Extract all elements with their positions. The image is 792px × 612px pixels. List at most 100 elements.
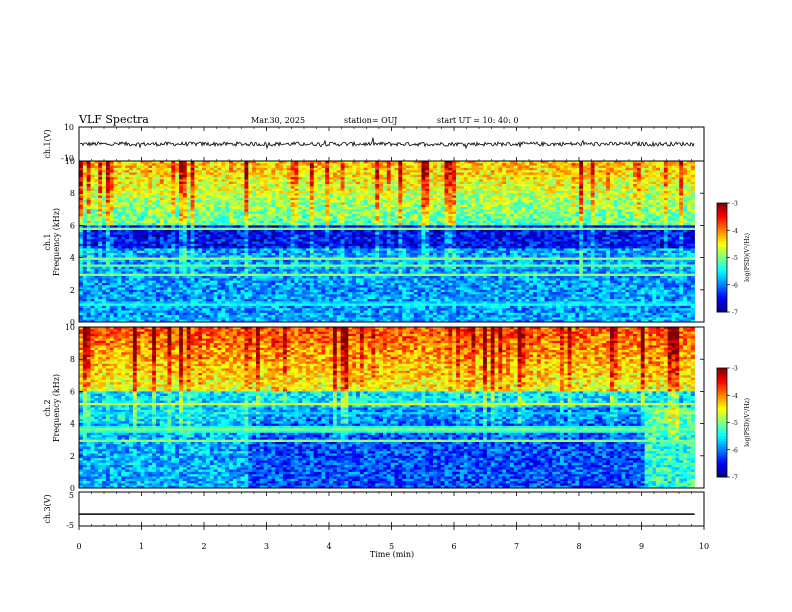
spectrogram-cell [298,223,302,226]
spectrogram-cell [321,214,325,217]
spectrogram-cell [214,225,218,228]
spectrogram-cell [460,173,464,176]
spectrogram-cell [652,179,656,182]
spectrogram-cell [152,230,156,233]
spectrogram-cell [425,212,429,215]
spectrogram-cell [229,189,233,192]
spectrogram-cell [379,191,383,194]
spectrogram-cell [221,225,225,228]
spectrogram-cell [283,205,287,208]
spectrogram-cell [518,186,522,189]
spectrogram-cell [83,193,87,196]
spectrogram-cell [241,200,245,203]
ch1-waveform-trace [80,138,694,149]
spectrogram-cell [629,173,633,176]
spectrogram-cell [179,209,183,212]
spectrogram-cell [237,177,241,180]
spectrogram-cell [321,168,325,171]
spectrogram-cell [121,219,125,222]
spectrogram-cell [433,207,437,210]
spectrogram-cell [229,205,233,208]
spectrogram-cell [533,223,537,226]
spectrogram-cell [125,166,129,169]
spectrogram-cell [83,212,87,215]
spectrogram-cell [233,166,237,169]
spectrogram-cell [137,198,141,201]
spectrogram-cell [625,191,629,194]
spectrogram-cell [668,225,672,228]
spectrogram-cell [383,230,387,233]
spectrogram-cell [94,212,98,215]
spectrogram-cell [283,221,287,224]
spectrogram-cell [271,191,275,194]
spectrogram-cell [518,191,522,194]
spectrogram-cell [194,214,198,217]
spectrogram-cell [87,175,91,178]
spectrogram-cell [252,228,256,231]
spectrogram-cell [421,198,425,201]
spectrogram-cell [148,163,152,166]
spectrogram-cell [364,179,368,182]
spectrogram-cell [648,173,652,176]
spectrogram-cell [221,207,225,210]
spectrogram-cell [506,186,510,189]
spectrogram-cell [379,170,383,173]
spectrogram-cell [548,221,552,224]
spectrogram-cell [137,205,141,208]
spectrogram-cell [606,193,610,196]
spectrogram-cell [414,184,418,187]
spectrogram-cell [229,173,233,176]
spectrogram-cell [560,184,564,187]
spectrogram-cell [491,223,495,226]
spectrogram-cell [344,182,348,185]
spectrogram-cell [260,230,264,233]
spectrogram-cell [233,205,237,208]
spectrogram-cell [160,189,164,192]
spectrogram-cell [668,168,672,171]
spectrogram-cell [233,189,237,192]
spectrogram-cell [583,189,587,192]
spectrogram-cell [129,202,133,205]
spectrogram-cell [387,179,391,182]
spectrogram-cell [625,207,629,210]
spectrogram-cell [541,223,545,226]
spectrogram-cell [672,221,676,224]
spectrogram-cell [87,196,91,199]
spectrogram-cell [510,209,514,212]
spectrogram-cell [83,179,87,182]
spectrogram-cell [260,223,264,226]
spectrogram-cell [175,179,179,182]
spectrogram-cell [260,163,264,166]
spectrogram-cell [545,225,549,228]
spectrogram-cell [129,168,133,171]
spectrogram-cell [364,184,368,187]
spectrogram-cell [625,219,629,222]
spectrogram-cell [125,163,129,166]
spectrogram-cell [310,184,314,187]
spectrogram-cell [572,184,576,187]
spectrogram-cell [375,212,379,215]
spectrogram-cell [218,189,222,192]
spectrogram-cell [210,223,214,226]
spectrogram-cell [387,173,391,176]
spectrogram-cell [583,173,587,176]
spectrogram-cell [429,221,433,224]
spectrogram-cell [425,209,429,212]
spectrogram-cell [460,170,464,173]
spectrogram-cell [302,205,306,208]
spectrogram-cell [556,198,560,201]
spectrogram-cell [637,200,641,203]
spectrogram-cell [456,200,460,203]
spectrogram-cell [368,209,372,212]
spectrogram-cell [360,193,364,196]
spectrogram-cell [106,221,110,224]
spectrogram-cell [168,170,172,173]
spectrogram-cell [268,189,272,192]
spectrogram-cell [433,193,437,196]
spectrogram-cell [314,173,318,176]
spectrogram-cell [94,225,98,228]
spectrogram-cell [175,230,179,233]
spectrogram-cell [606,209,610,212]
spectrogram-cell [106,209,110,212]
spectrogram-cell [194,225,198,228]
